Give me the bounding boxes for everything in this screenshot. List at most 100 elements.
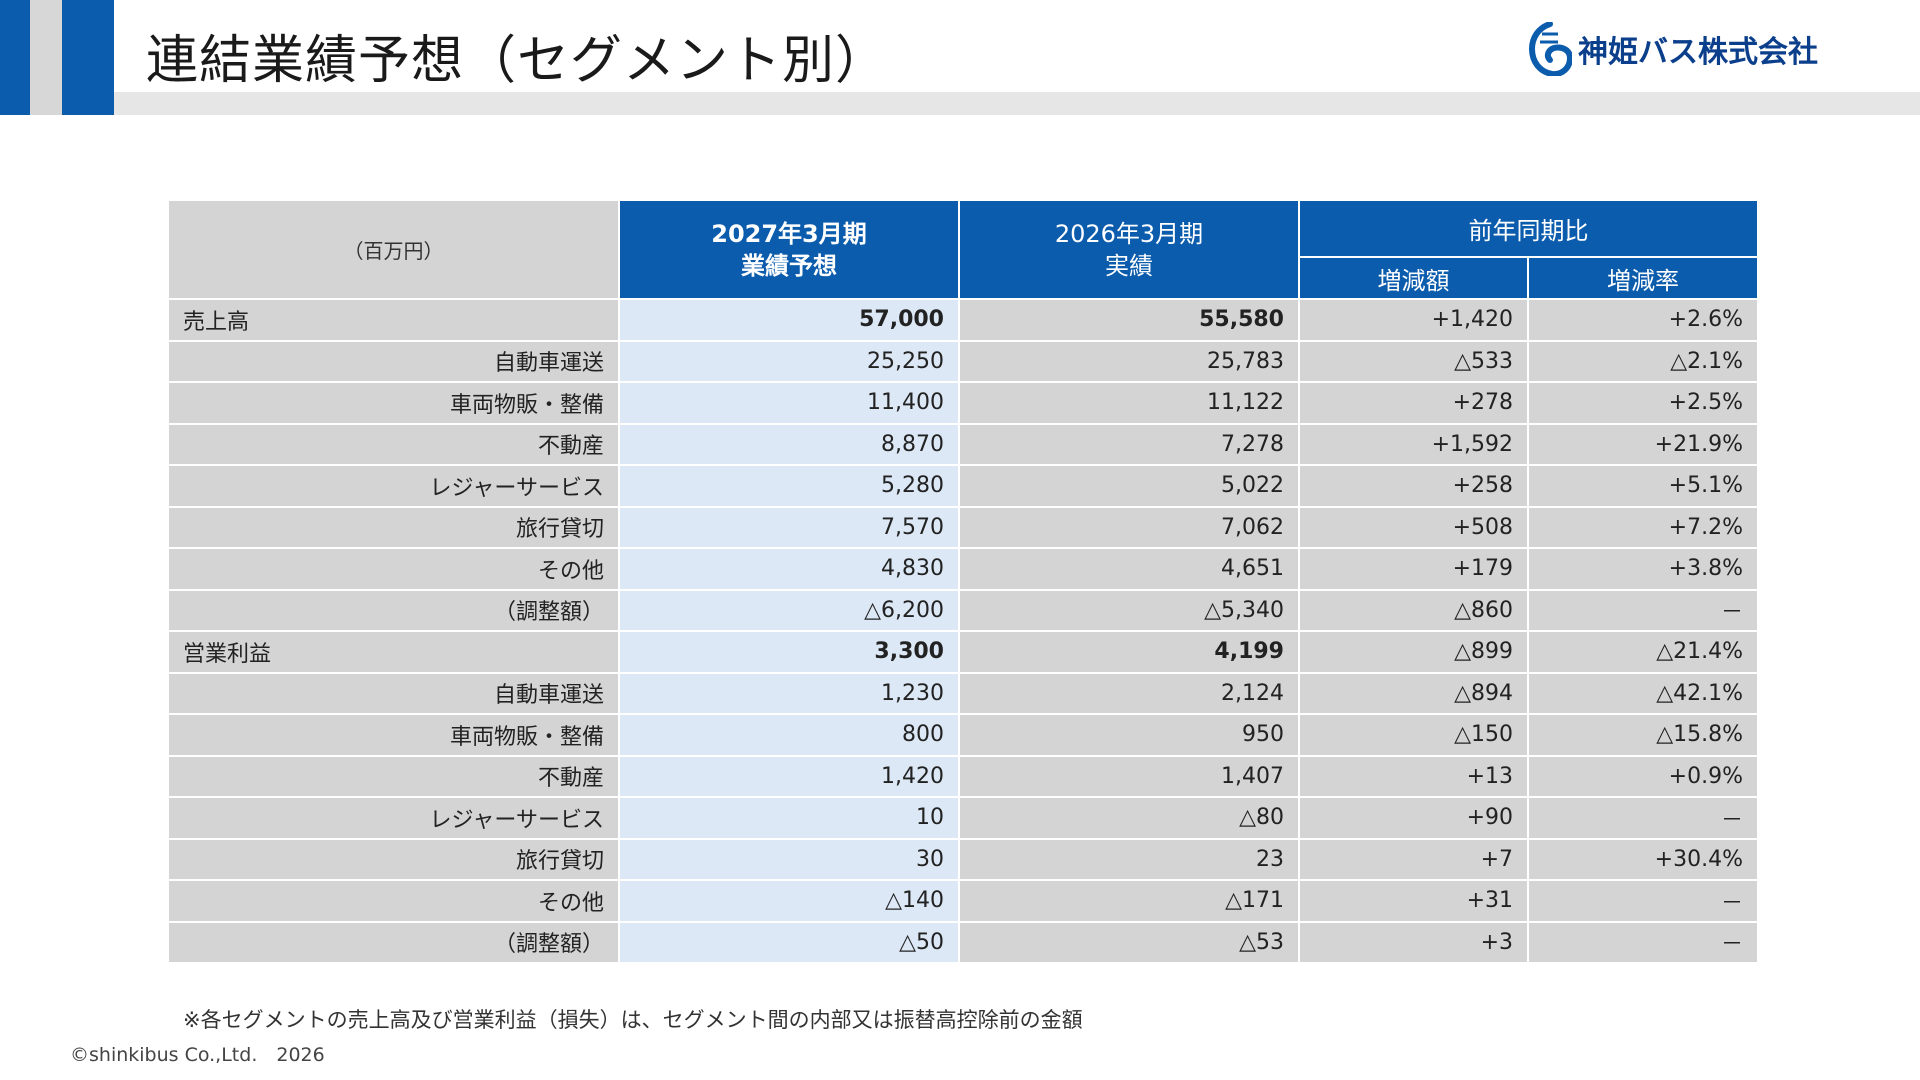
actual-value: 1,407 (958, 754, 1300, 798)
page-title: 連結業績予想（セグメント別） (146, 31, 889, 91)
diff-value: +1,592 (1298, 422, 1529, 466)
table-row: 不動産 8,870 7,278 +1,592 +21.9% (167, 422, 1759, 466)
forecast-value: 30 (618, 837, 960, 881)
column-header-actual-period: 2026年3月期 (1054, 219, 1204, 248)
table-row: その他 △140 △171 +31 － (167, 879, 1759, 923)
actual-value: 7,278 (958, 422, 1300, 466)
rate-value: － (1527, 879, 1759, 923)
rate-value: +2.6% (1527, 298, 1759, 342)
rate-value: △2.1% (1527, 339, 1759, 383)
diff-value: +258 (1298, 464, 1529, 508)
column-header-forecast-type: 業績予想 (741, 251, 837, 280)
table-row: 営業利益 3,300 4,199 △899 △21.4% (167, 630, 1759, 674)
diff-value: +278 (1298, 381, 1529, 425)
diff-value: +3 (1298, 920, 1529, 964)
column-header-yoy: 前年同期比 (1298, 199, 1759, 258)
actual-value: 7,062 (958, 505, 1300, 549)
rate-value: △15.8% (1527, 713, 1759, 757)
table-row: 旅行貸切 7,570 7,062 +508 +7.2% (167, 505, 1759, 549)
table-row: 旅行貸切 30 23 +7 +30.4% (167, 837, 1759, 881)
table-row: 自動車運送 25,250 25,783 △533 △2.1% (167, 339, 1759, 383)
column-header-forecast-period: 2027年3月期 (711, 219, 867, 248)
column-header-actual: 2026年3月期 実績 (958, 199, 1300, 300)
diff-value: +508 (1298, 505, 1529, 549)
diff-value: △894 (1298, 671, 1529, 715)
row-label: 旅行貸切 (167, 837, 620, 881)
forecast-value: 1,420 (618, 754, 960, 798)
row-label: （調整額） (167, 588, 620, 632)
diff-value: △860 (1298, 588, 1529, 632)
company-name: 神姫バス株式会社 (1578, 35, 1818, 70)
diff-value: +13 (1298, 754, 1529, 798)
table-row: （調整額） △6,200 △5,340 △860 － (167, 588, 1759, 632)
header-accent-bar (30, 0, 62, 115)
table-row: 車両物販・整備 11,400 11,122 +278 +2.5% (167, 381, 1759, 425)
forecast-value: 8,870 (618, 422, 960, 466)
row-label: 自動車運送 (167, 671, 620, 715)
forecast-value: 1,230 (618, 671, 960, 715)
forecast-value: 57,000 (618, 298, 960, 342)
forecast-value: 10 (618, 796, 960, 840)
table-row: 自動車運送 1,230 2,124 △894 △42.1% (167, 671, 1759, 715)
company-logo-mark-icon (1528, 22, 1572, 76)
row-label: その他 (167, 547, 620, 591)
rate-value: △21.4% (1527, 630, 1759, 674)
rate-value: － (1527, 920, 1759, 964)
row-label: 不動産 (167, 422, 620, 466)
actual-value: △80 (958, 796, 1300, 840)
row-label: （調整額） (167, 920, 620, 964)
actual-value: 55,580 (958, 298, 1300, 342)
diff-value: +179 (1298, 547, 1529, 591)
forecast-value: 11,400 (618, 381, 960, 425)
actual-value: △5,340 (958, 588, 1300, 632)
header-gray-strip (0, 92, 1920, 115)
row-label: 旅行貸切 (167, 505, 620, 549)
row-label: レジャーサービス (167, 796, 620, 840)
column-header-actual-type: 実績 (1105, 251, 1153, 280)
rate-value: +5.1% (1527, 464, 1759, 508)
segment-forecast-table: （百万円） 2027年3月期 業績予想 2026年3月期 実績 前年同期比 増減… (167, 199, 1759, 964)
actual-value: 4,651 (958, 547, 1300, 591)
rate-value: － (1527, 588, 1759, 632)
forecast-value: △140 (618, 879, 960, 923)
row-label: 営業利益 (167, 630, 620, 674)
table-row: 不動産 1,420 1,407 +13 +0.9% (167, 754, 1759, 798)
forecast-value: 4,830 (618, 547, 960, 591)
row-label: 車両物販・整備 (167, 381, 620, 425)
company-logo: 神姫バス株式会社 (1528, 22, 1818, 76)
copyright: ©shinkibus Co.,Ltd. 2026 (70, 1044, 325, 1066)
actual-value: 25,783 (958, 339, 1300, 383)
header-accent-bar (62, 0, 114, 115)
table-row: レジャーサービス 10 △80 +90 － (167, 796, 1759, 840)
header-accent-bar (0, 0, 30, 115)
forecast-value: △50 (618, 920, 960, 964)
rate-value: － (1527, 796, 1759, 840)
row-label: その他 (167, 879, 620, 923)
rate-value: +21.9% (1527, 422, 1759, 466)
rate-value: +2.5% (1527, 381, 1759, 425)
forecast-value: 800 (618, 713, 960, 757)
diff-value: △899 (1298, 630, 1529, 674)
row-label: レジャーサービス (167, 464, 620, 508)
actual-value: 11,122 (958, 381, 1300, 425)
rate-value: △42.1% (1527, 671, 1759, 715)
actual-value: 5,022 (958, 464, 1300, 508)
diff-value: △150 (1298, 713, 1529, 757)
actual-value: 2,124 (958, 671, 1300, 715)
forecast-value: 7,570 (618, 505, 960, 549)
diff-value: +31 (1298, 879, 1529, 923)
actual-value: 4,199 (958, 630, 1300, 674)
row-label: 自動車運送 (167, 339, 620, 383)
row-label: 売上高 (167, 298, 620, 342)
actual-value: 23 (958, 837, 1300, 881)
diff-value: +7 (1298, 837, 1529, 881)
unit-label: （百万円） (167, 199, 620, 300)
footnote: ※各セグメントの売上高及び営業利益（損失）は、セグメント間の内部又は振替高控除前… (183, 1008, 1083, 1032)
column-header-diff: 増減額 (1298, 256, 1529, 300)
table-row: （調整額） △50 △53 +3 － (167, 920, 1759, 964)
rate-value: +0.9% (1527, 754, 1759, 798)
table-row: 売上高 57,000 55,580 +1,420 +2.6% (167, 298, 1759, 342)
table-row: その他 4,830 4,651 +179 +3.8% (167, 547, 1759, 591)
actual-value: △53 (958, 920, 1300, 964)
rate-value: +30.4% (1527, 837, 1759, 881)
